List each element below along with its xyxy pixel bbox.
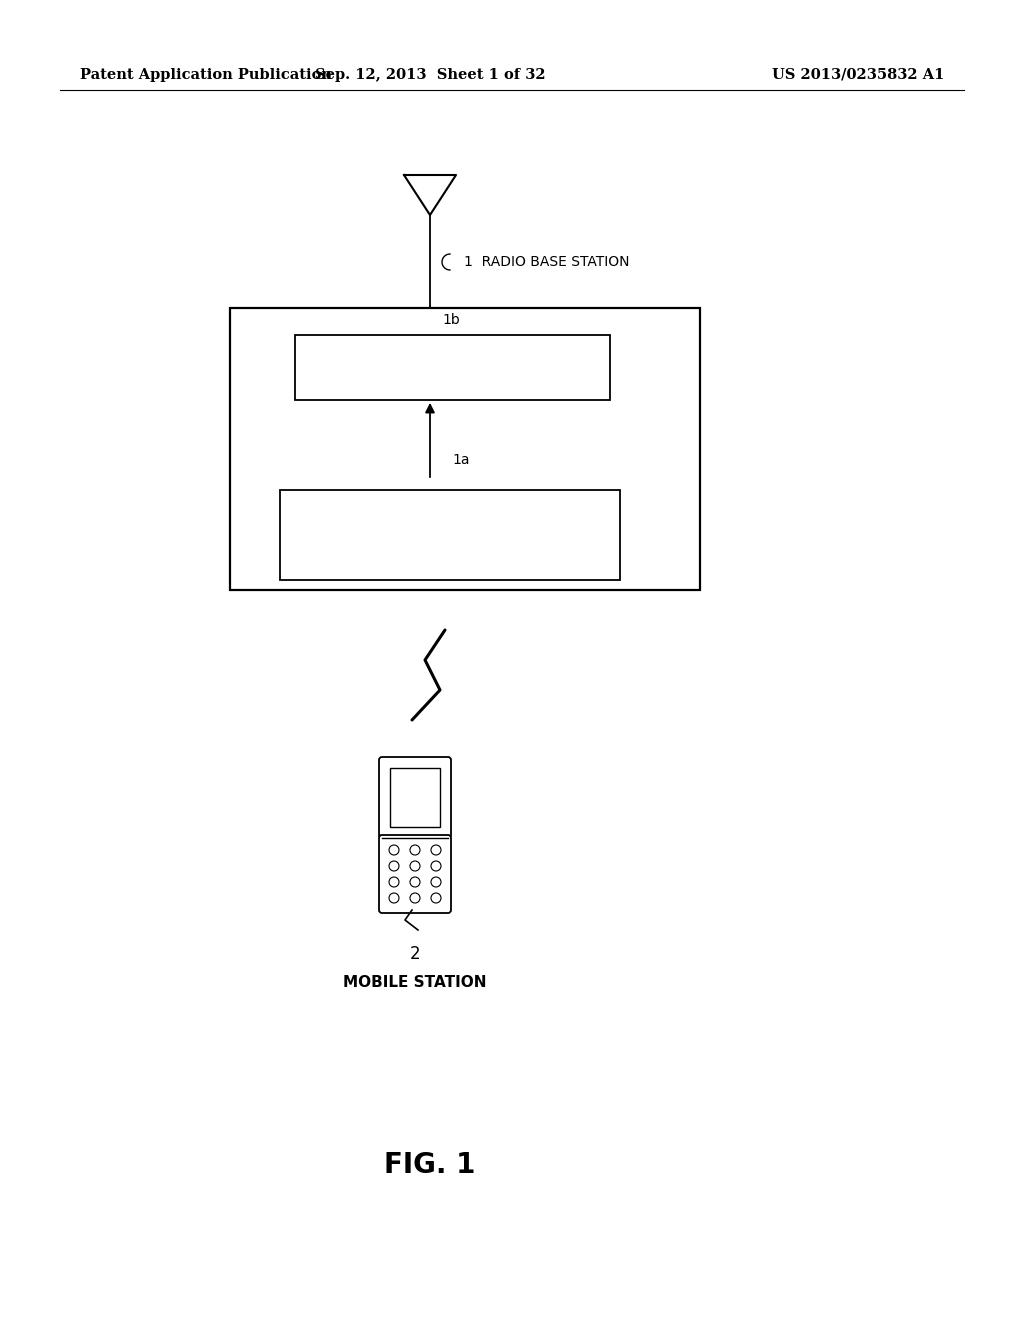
Text: ERROR DETECTION: ERROR DETECTION (387, 511, 513, 524)
Text: Sep. 12, 2013  Sheet 1 of 32: Sep. 12, 2013 Sheet 1 of 32 (314, 69, 546, 82)
Text: US 2013/0235832 A1: US 2013/0235832 A1 (772, 69, 944, 82)
Circle shape (410, 894, 420, 903)
Circle shape (431, 845, 441, 855)
Bar (295, 335, 610, 400)
Bar (230, 308, 700, 590)
Circle shape (431, 876, 441, 887)
Bar (390, 768, 440, 828)
Text: SECTION: SECTION (421, 546, 479, 560)
Text: Patent Application Publication: Patent Application Publication (80, 69, 332, 82)
Bar (280, 490, 620, 579)
Circle shape (431, 861, 441, 871)
Text: MOBILE STATION: MOBILE STATION (343, 975, 486, 990)
FancyBboxPatch shape (379, 836, 451, 913)
Circle shape (389, 894, 399, 903)
Text: 1a: 1a (452, 453, 469, 467)
Text: FIG. 1: FIG. 1 (384, 1151, 476, 1179)
Circle shape (389, 876, 399, 887)
Circle shape (389, 861, 399, 871)
Text: 2: 2 (410, 945, 420, 964)
Circle shape (389, 845, 399, 855)
Circle shape (431, 894, 441, 903)
Text: 1  RADIO BASE STATION: 1 RADIO BASE STATION (464, 255, 630, 269)
Circle shape (410, 845, 420, 855)
Text: 1b: 1b (442, 313, 460, 327)
Circle shape (410, 876, 420, 887)
FancyBboxPatch shape (379, 756, 451, 838)
Circle shape (410, 861, 420, 871)
Text: SENDING SECTION: SENDING SECTION (391, 360, 514, 374)
Text: CODING PROCESSING: CODING PROCESSING (378, 528, 522, 541)
